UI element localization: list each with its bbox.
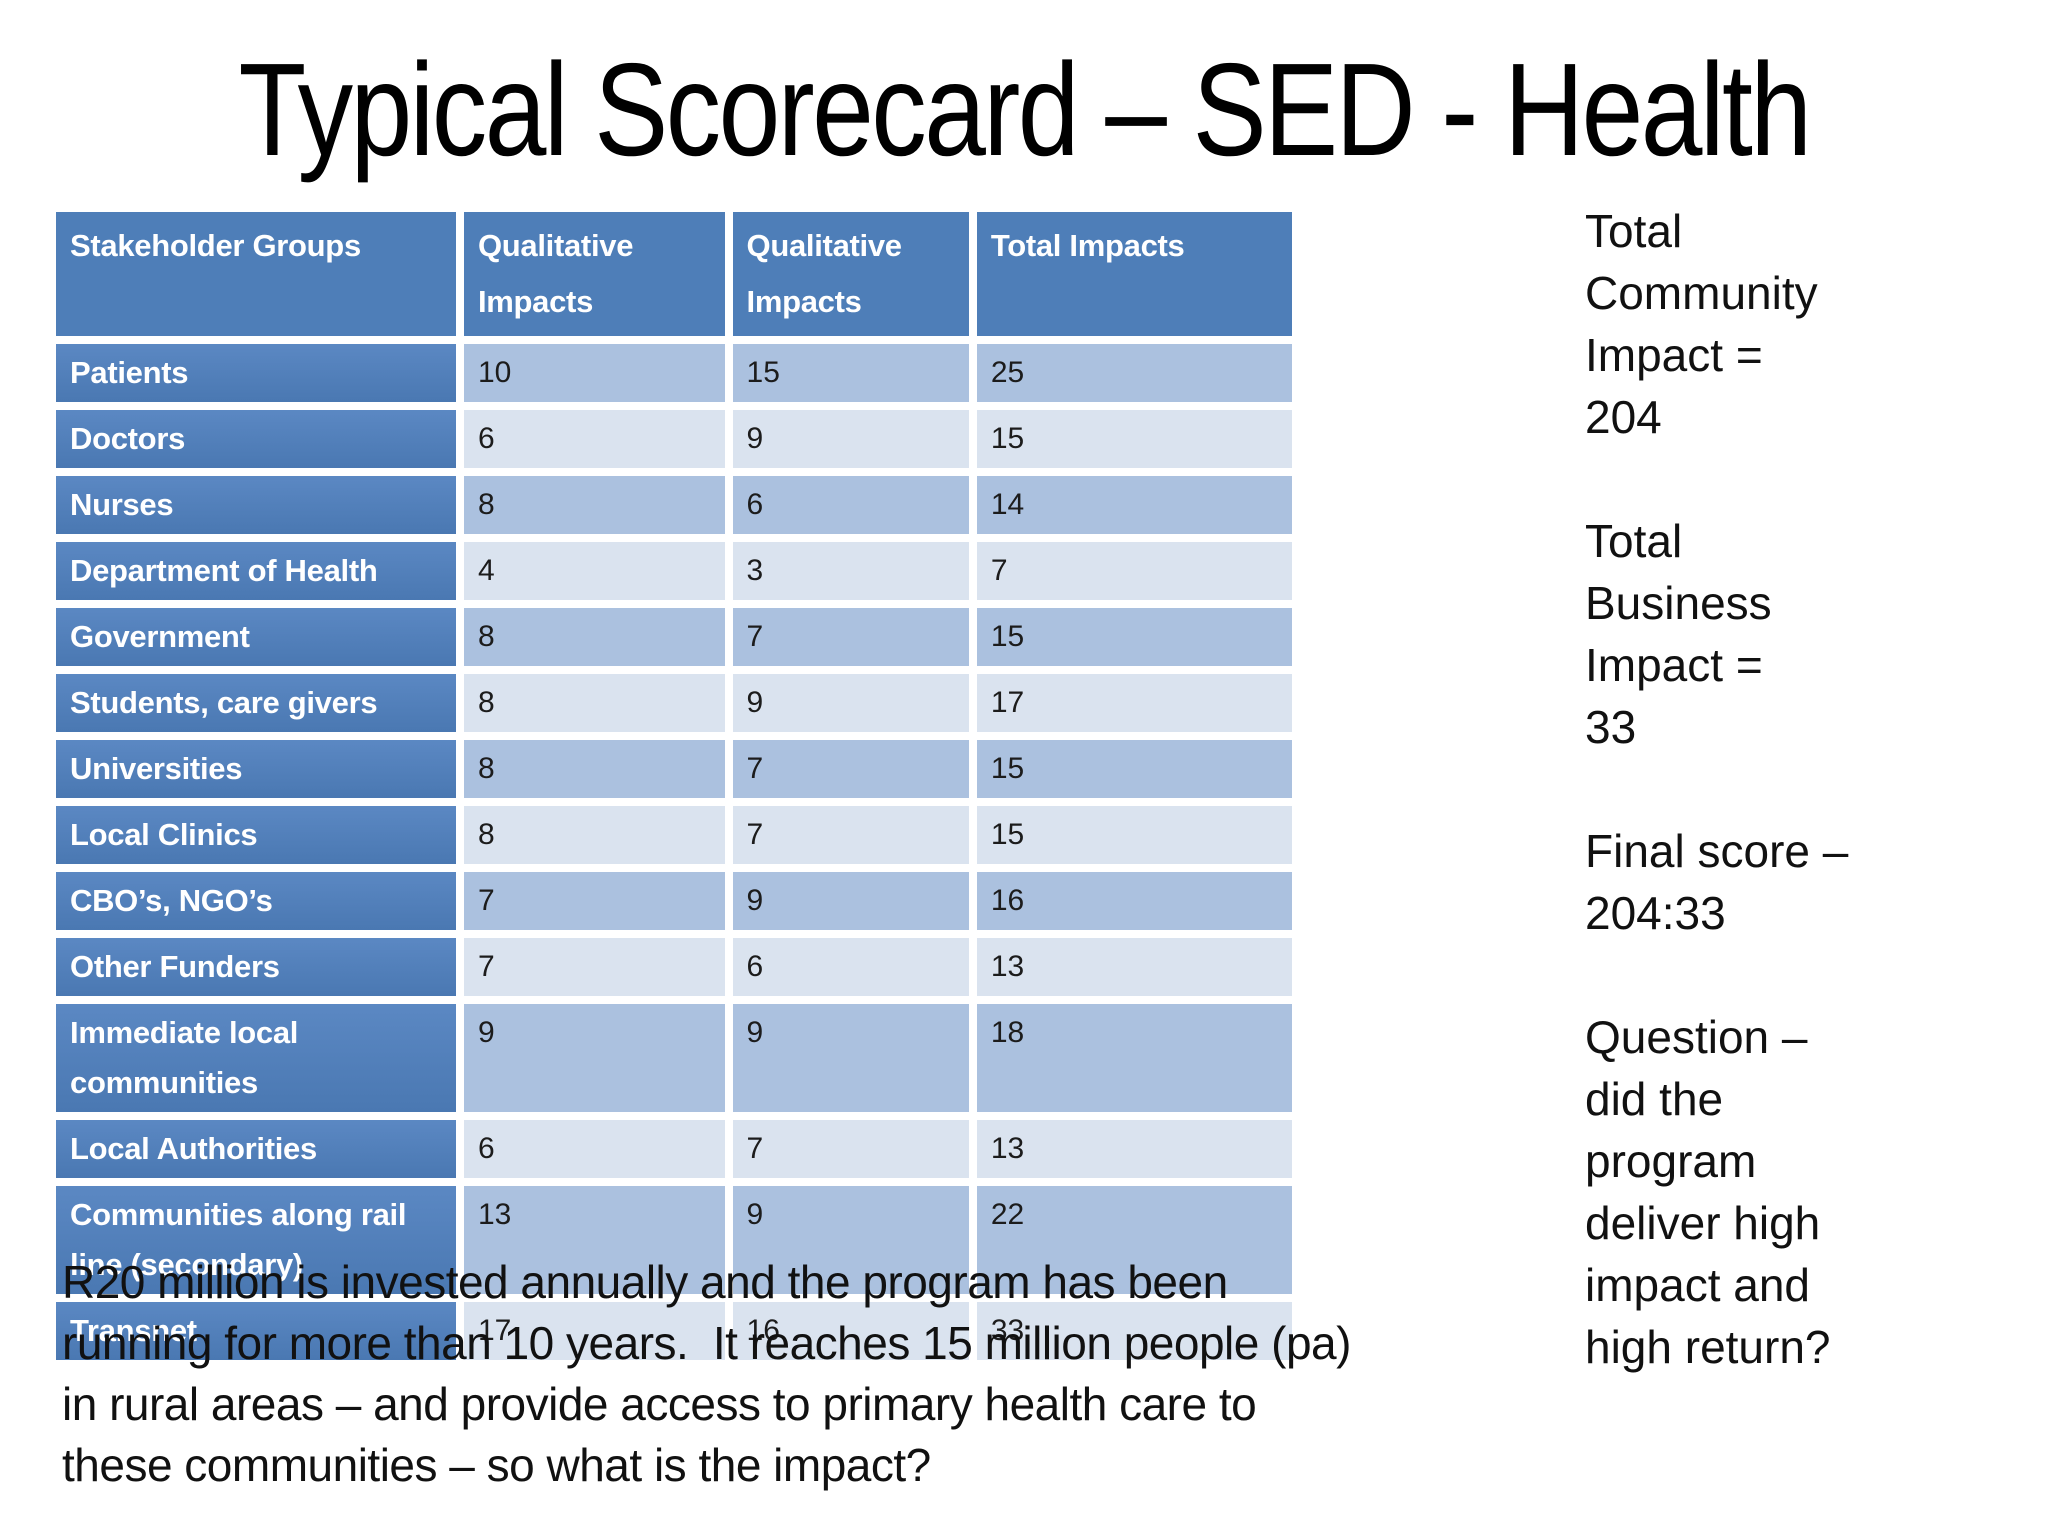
table-row: CBO’s, NGO’s 7 9 16 [56, 872, 1292, 930]
row-label: Government [56, 608, 456, 666]
table-body: Patients 10 15 25 Doctors 6 9 15 Nurses 8 6 14 Depar… [56, 344, 1292, 1360]
row-label: Immediate local communities [56, 1004, 456, 1112]
cell-value: 22 [976, 1186, 1292, 1294]
row-label: Local Authorities [56, 1120, 456, 1178]
cell-value: 7 [463, 872, 725, 930]
cell-value: 7 [463, 938, 725, 996]
row-label: Department of Health [56, 542, 456, 600]
row-label: Universities [56, 740, 456, 798]
side-note: Question – did the program deliver high … [1585, 1011, 1831, 1373]
cell-value: 8 [463, 806, 725, 864]
cell-value: 3 [732, 542, 969, 600]
cell-value: 17 [463, 1302, 725, 1360]
cell-value: 9 [732, 1186, 969, 1294]
cell-value: 13 [463, 1186, 725, 1294]
row-label: Other Funders [56, 938, 456, 996]
slide-title: Typical Scorecard – SED - Health [238, 36, 1812, 183]
side-note: Final score – 204:33 [1585, 825, 1849, 939]
table-row: Students, care givers 8 9 17 [56, 674, 1292, 732]
cell-value: 15 [732, 344, 969, 402]
table-row: Other Funders 7 6 13 [56, 938, 1292, 996]
cell-value: 13 [976, 938, 1292, 996]
cell-value: 17 [976, 674, 1292, 732]
table-row: Communities along rail line (secondary) 1… [56, 1186, 1292, 1294]
cell-value: 7 [732, 806, 969, 864]
cell-value: 9 [732, 674, 969, 732]
row-label: Communities along rail line (secondary) [56, 1186, 456, 1294]
cell-value: 7 [732, 1120, 969, 1178]
table-row: Nurses 8 6 14 [56, 476, 1292, 534]
table-row: Local Authorities 6 7 13 [56, 1120, 1292, 1178]
cell-value: 25 [976, 344, 1292, 402]
table-row: Department of Health 4 3 7 [56, 542, 1292, 600]
column-header: Qualitative Impacts [463, 212, 725, 336]
side-panel: Total Community Impact = 204 Total Busine… [1585, 200, 1915, 1440]
cell-value: 13 [976, 1120, 1292, 1178]
table-row: Transnet 17 16 33 [56, 1302, 1292, 1360]
cell-value: 9 [732, 1004, 969, 1112]
cell-value: 8 [463, 476, 725, 534]
cell-value: 18 [976, 1004, 1292, 1112]
table-row: Government 8 7 15 [56, 608, 1292, 666]
table-row: Universities 8 7 15 [56, 740, 1292, 798]
cell-value: 8 [463, 740, 725, 798]
cell-value: 14 [976, 476, 1292, 534]
cell-value: 7 [732, 608, 969, 666]
row-label: Transnet [56, 1302, 456, 1360]
side-note: Total Community Impact = 204 [1585, 205, 1818, 443]
cell-value: 4 [463, 542, 725, 600]
row-label: Nurses [56, 476, 456, 534]
column-header: Stakeholder Groups [56, 212, 456, 336]
row-label: CBO’s, NGO’s [56, 872, 456, 930]
table-row: Doctors 6 9 15 [56, 410, 1292, 468]
cell-value: 10 [463, 344, 725, 402]
scorecard-table: Stakeholder Groups Qualitative Impacts Qua… [48, 204, 1300, 1368]
cell-value: 9 [732, 872, 969, 930]
cell-value: 9 [463, 1004, 725, 1112]
row-label: Students, care givers [56, 674, 456, 732]
cell-value: 8 [463, 674, 725, 732]
cell-value: 6 [732, 938, 969, 996]
table-row: Patients 10 15 25 [56, 344, 1292, 402]
table-row: Local Clinics 8 7 15 [56, 806, 1292, 864]
row-label: Doctors [56, 410, 456, 468]
cell-value: 6 [732, 476, 969, 534]
table-row: Immediate local communities 9 9 18 [56, 1004, 1292, 1112]
table-header: Stakeholder Groups Qualitative Impacts Qua… [56, 212, 1292, 336]
table-header-row: Stakeholder Groups Qualitative Impacts Qua… [56, 212, 1292, 336]
side-note: Total Business Impact = 33 [1585, 515, 1772, 753]
cell-value: 8 [463, 608, 725, 666]
cell-value: 15 [976, 608, 1292, 666]
row-label: Local Clinics [56, 806, 456, 864]
column-header: Total Impacts [976, 212, 1292, 336]
row-label: Patients [56, 344, 456, 402]
bottom-paragraph: R20 million is invested annually and the… [62, 1256, 1351, 1491]
cell-value: 7 [976, 542, 1292, 600]
cell-value: 16 [732, 1302, 969, 1360]
cell-value: 9 [732, 410, 969, 468]
cell-value: 6 [463, 1120, 725, 1178]
column-header: Qualitative Impacts [732, 212, 969, 336]
cell-value: 15 [976, 806, 1292, 864]
cell-value: 7 [732, 740, 969, 798]
cell-value: 6 [463, 410, 725, 468]
cell-value: 15 [976, 740, 1292, 798]
cell-value: 33 [976, 1302, 1292, 1360]
cell-value: 16 [976, 872, 1292, 930]
cell-value: 15 [976, 410, 1292, 468]
